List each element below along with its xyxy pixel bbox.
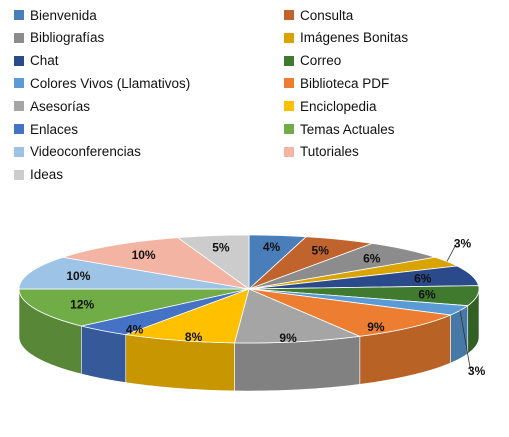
- legend-item: Ideas: [14, 166, 63, 184]
- data-label: 9%: [367, 320, 385, 334]
- legend-swatch: [14, 101, 24, 112]
- legend-label: Enlaces: [30, 121, 79, 137]
- leader-line: [459, 310, 471, 371]
- data-label: 6%: [363, 251, 381, 265]
- legend-swatch: [284, 10, 294, 20]
- legend-label: Bienvenida: [30, 7, 97, 23]
- chart-legend: Bienvenida Consulta Bibliografías Imágenes …: [14, 6, 504, 186]
- data-label: 6%: [418, 287, 436, 301]
- pie-side-group: [18, 288, 480, 392]
- legend-label: Enciclopedia: [300, 98, 377, 114]
- data-label: 3%: [454, 236, 472, 250]
- legend-item: Chat: [14, 52, 59, 70]
- legend-item: Videoconferencias: [14, 143, 141, 161]
- pie-slice-side: [81, 325, 127, 383]
- legend-swatch: [14, 10, 24, 20]
- data-label: 3%: [468, 364, 486, 378]
- legend-label: Ideas: [30, 167, 64, 183]
- legend-swatch: [284, 78, 294, 89]
- legend-item: Biblioteca PDF: [284, 74, 389, 92]
- pie-slice: [62, 237, 250, 290]
- legend-item: Asesorías: [14, 97, 90, 115]
- legend-swatch: [284, 55, 294, 66]
- legend-item: Tutoriales: [284, 143, 359, 161]
- legend-item: Colores Vivos (Llamativos): [14, 74, 190, 92]
- legend-item: Consulta: [284, 6, 353, 24]
- legend-swatch: [14, 146, 24, 157]
- legend-item: Enciclopedia: [284, 97, 377, 115]
- pie-slice: [234, 288, 362, 344]
- data-label: 5%: [212, 240, 230, 254]
- data-label: 4%: [263, 240, 281, 254]
- legend-swatch: [284, 124, 294, 134]
- pie-slice: [248, 288, 453, 337]
- legend-label: Chat: [30, 53, 59, 69]
- legend-item: Correo: [284, 52, 341, 70]
- legend-item: Imágenes Bonitas: [284, 29, 408, 47]
- legend-label: Asesorías: [30, 98, 91, 114]
- legend-item: Enlaces: [14, 120, 78, 138]
- legend-label: Tutoriales: [300, 144, 359, 160]
- legend-swatch: [14, 55, 24, 66]
- data-label: 9%: [279, 331, 297, 345]
- data-label: 5%: [312, 243, 330, 257]
- pie-slice: [18, 288, 250, 327]
- legend-swatch: [284, 146, 294, 157]
- legend-swatch: [14, 78, 24, 89]
- legend-label: Colores Vivos (Llamativos): [30, 75, 191, 91]
- data-label: 4%: [126, 323, 144, 337]
- legend-label: Bibliografías: [30, 30, 105, 46]
- pie-top-group: [18, 234, 480, 344]
- data-label: 12%: [70, 298, 94, 312]
- pie-slice: [176, 234, 250, 290]
- legend-label: Correo: [300, 53, 342, 69]
- legend-item: Temas Actuales: [284, 120, 395, 138]
- data-label: 10%: [132, 248, 156, 262]
- legend-label: Consulta: [300, 7, 354, 23]
- data-label: 10%: [66, 269, 90, 283]
- legend-label: Temas Actuales: [300, 121, 395, 137]
- legend-swatch: [284, 101, 294, 112]
- legend-swatch: [14, 169, 24, 180]
- data-label: 6%: [414, 272, 432, 286]
- legend-label: Biblioteca PDF: [300, 75, 390, 91]
- legend-item: Bienvenida: [14, 6, 97, 24]
- legend-swatch: [14, 32, 24, 43]
- pie-slice: [125, 288, 250, 344]
- pie-label-group: 4% 5%6%3%6%6%3%9%9%8%4%12%10%10%5%: [66, 236, 485, 377]
- data-label: 8%: [185, 330, 203, 344]
- pie-slice-side: [125, 334, 235, 392]
- legend-label: Videoconferencias: [30, 144, 141, 160]
- leader-line: [446, 243, 457, 262]
- legend-swatch: [14, 124, 24, 134]
- legend-swatch: [284, 32, 294, 43]
- pie-slice-side: [234, 335, 361, 392]
- pie-slice: [18, 256, 250, 290]
- legend-item: Bibliografías: [14, 29, 104, 47]
- legend-label: Imágenes Bonitas: [300, 30, 409, 46]
